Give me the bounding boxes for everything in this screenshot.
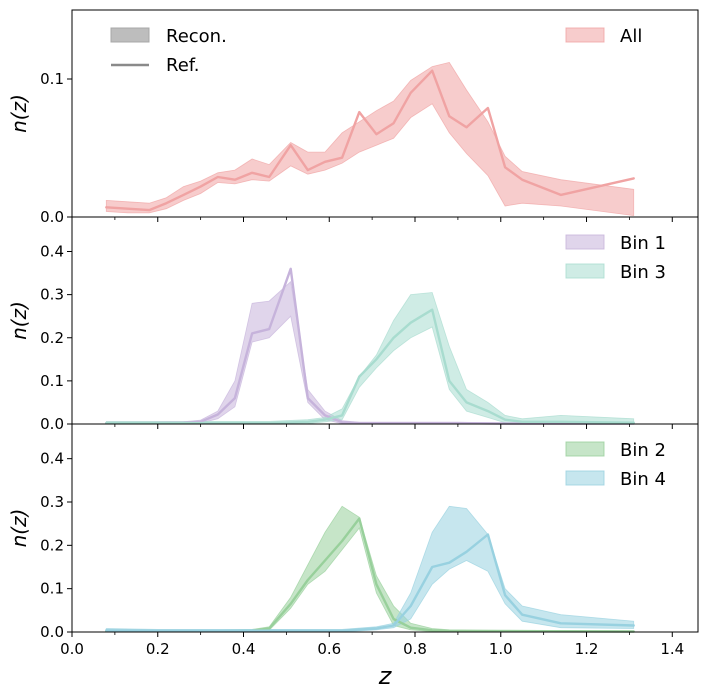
y-tick-label: 0.1 [40,372,64,390]
legend-swatch-bin-4 [565,470,605,486]
y-tick-label: 0.3 [40,493,64,511]
band-bin-3 [105,292,635,425]
ref-line-all [105,69,635,212]
legend-label-all: All [620,26,642,47]
y-tick-label: 0.0 [40,208,64,226]
panel-top: 0.0 0.1 n(z) All Recon. Ref. [7,9,699,226]
y-tick-label: 0.2 [40,536,64,554]
legend-label-bin-4: Bin 4 [620,469,666,490]
y-tick-label: 0.2 [40,329,64,347]
x-tick-label: 0.0 [60,640,84,658]
legend-swatch-bin-3 [565,263,605,279]
y-tick-label: 0.1 [40,580,64,598]
legend-swatch-all [565,27,605,43]
x-tick-label: 0.8 [403,640,427,658]
y-axis-label: n(z) [7,509,31,548]
y-tick-label: 0.4 [40,243,64,261]
legend-swatch-recon [110,27,150,43]
band-bin-4 [105,505,635,633]
y-axis-label: n(z) [7,301,31,340]
ref-line-bin-1 [105,267,635,425]
y-axis-label: n(z) [7,94,31,133]
y-tick-label: 0.4 [40,450,64,468]
x-axis-label: z [378,662,393,690]
band-bin-1 [105,280,635,425]
ref-line-bin-3 [105,308,635,425]
x-tick-label: 0.2 [146,640,170,658]
x-tick-label: 0.6 [317,640,341,658]
legend-swatch-bin-2 [565,441,605,457]
y-tick-label: 0.0 [40,415,64,433]
panel-frame [71,423,699,633]
panel-bottom: 0.0 0.1 0.2 0.3 0.4 n(z) Bin 2 Bin 4 [7,423,699,641]
legend-swatch-bin-1 [565,234,605,250]
y-tick-label: 0.0 [40,623,64,641]
x-tick-label: 1.0 [489,640,513,658]
legend-label-bin-1: Bin 1 [620,233,666,254]
x-tick-label: 0.4 [232,640,256,658]
x-tick-label: 1.2 [575,640,599,658]
legend-label-ref: Ref. [166,55,200,76]
legend-label-bin-3: Bin 3 [620,262,666,283]
legend-label-bin-2: Bin 2 [620,440,666,461]
y-tick-label: 0.1 [40,70,64,88]
ref-line-bin-4 [105,533,635,632]
y-tick-label: 0.3 [40,286,64,304]
legend-label-recon: Recon. [166,26,227,47]
x-tick-label: 1.4 [660,640,684,658]
panel-middle: 0.0 0.1 0.2 0.3 0.4 n(z) Bin 1 Bin 3 [7,216,699,433]
